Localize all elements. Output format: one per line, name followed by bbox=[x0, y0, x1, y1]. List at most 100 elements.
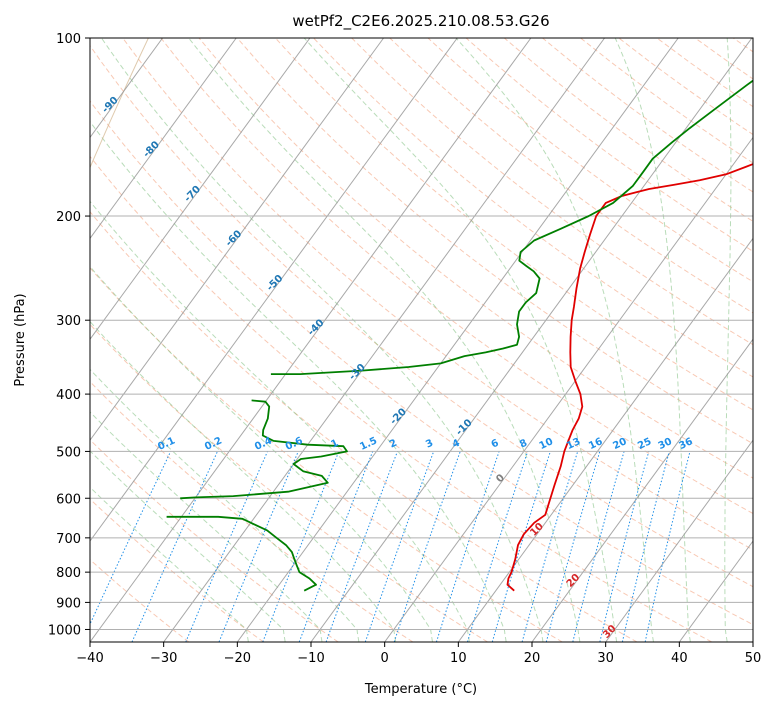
mixing-ratio-line bbox=[298, 451, 374, 642]
isotherm bbox=[163, 38, 605, 642]
isotherm bbox=[90, 38, 237, 240]
moist-adiabat bbox=[90, 368, 360, 642]
x-tick-label: −10 bbox=[297, 651, 324, 666]
mixing-ratio-label: 30 bbox=[657, 436, 674, 452]
moist-adiabat bbox=[90, 265, 434, 642]
mixing-ratio-line bbox=[218, 451, 299, 642]
mixing-ratio-label: 10 bbox=[538, 436, 555, 452]
dry-adiabat bbox=[90, 559, 190, 642]
x-tick-label: 10 bbox=[450, 651, 467, 666]
mixing-ratio-line bbox=[572, 451, 625, 642]
mixing-ratio-line bbox=[521, 451, 579, 642]
dry-adiabat bbox=[656, 38, 753, 108]
y-tick-label: 100 bbox=[56, 32, 81, 47]
dry-adiabat bbox=[427, 38, 753, 283]
x-tick-label: −40 bbox=[76, 651, 103, 666]
moist-adiabat bbox=[90, 411, 323, 642]
dry-adiabat bbox=[618, 38, 753, 136]
mixing-ratio-line bbox=[545, 451, 601, 642]
mixing-ratio-line bbox=[262, 451, 340, 642]
moist-adiabat bbox=[90, 200, 470, 642]
mixing-ratio-line bbox=[644, 451, 691, 642]
isotherm-label: 20 bbox=[565, 572, 583, 590]
mixing-ratio-label: 1 bbox=[329, 438, 340, 451]
dry-adiabat bbox=[542, 38, 753, 193]
isotherm bbox=[90, 38, 458, 542]
moist-adiabat bbox=[614, 38, 691, 642]
isotherm-label: -90 bbox=[100, 95, 121, 116]
mixing-ratio-label: 36 bbox=[677, 436, 694, 452]
profile-series bbox=[166, 79, 753, 592]
dry-adiabat bbox=[90, 100, 753, 626]
isotherm-label: 0 bbox=[494, 472, 507, 485]
dry-adiabat bbox=[90, 155, 712, 642]
y-tick-label: 200 bbox=[56, 210, 81, 225]
y-tick-label: 1000 bbox=[48, 623, 81, 638]
mixing-ratio-line bbox=[131, 451, 218, 642]
isotherm bbox=[236, 38, 679, 642]
dry-adiabat bbox=[465, 38, 753, 252]
isotherm bbox=[531, 338, 753, 642]
x-tick-label: 20 bbox=[524, 651, 541, 666]
x-tick-label: 0 bbox=[381, 651, 389, 666]
y-tick-label: 400 bbox=[56, 388, 81, 403]
dry-adiabat bbox=[503, 38, 753, 222]
isotherm-label: -10 bbox=[454, 417, 475, 438]
dry-adiabat bbox=[198, 38, 753, 479]
dry-adiabat bbox=[351, 38, 753, 346]
isotherm bbox=[752, 641, 753, 642]
mixing-ratio-line bbox=[325, 451, 398, 642]
mixing-ratio-label: 6 bbox=[490, 438, 501, 451]
isotherm bbox=[678, 540, 753, 642]
mixing-ratio-line bbox=[185, 451, 268, 642]
y-tick-label: 300 bbox=[56, 314, 81, 329]
isotherm-label: -20 bbox=[388, 407, 409, 428]
dewpoint-line bbox=[180, 399, 348, 500]
mixing-ratio-line bbox=[491, 451, 551, 642]
temperature-line bbox=[506, 163, 753, 592]
mixing-ratio-line bbox=[435, 451, 500, 642]
isotherm bbox=[457, 237, 753, 642]
x-tick-label: 50 bbox=[745, 651, 762, 666]
x-tick-label: −30 bbox=[150, 651, 177, 666]
dry-adiabat bbox=[771, 38, 775, 642]
moist-adiabat bbox=[90, 486, 249, 642]
isotherm bbox=[90, 38, 532, 642]
mixing-ratio-label: 0.6 bbox=[284, 435, 305, 452]
y-axis-label: Pressure (hPa) bbox=[13, 293, 28, 386]
isotherm bbox=[384, 136, 753, 642]
isotherm-label: 10 bbox=[528, 521, 546, 539]
moist-adiabat bbox=[90, 450, 286, 642]
y-tick-label: 500 bbox=[56, 445, 81, 460]
dry-adiabat bbox=[90, 44, 753, 588]
grid bbox=[90, 38, 753, 642]
mixing-ratio-label: 0.4 bbox=[253, 435, 274, 452]
mixing-ratio-line bbox=[467, 451, 529, 642]
isotherm-label: -60 bbox=[224, 228, 245, 249]
moist-adiabat bbox=[90, 120, 507, 642]
background-lines bbox=[90, 38, 775, 642]
mixing-ratio-line bbox=[90, 451, 172, 626]
plot-frame bbox=[89, 37, 754, 643]
axes: −40 −30 −20 −10 0 10 20 30 40 5010020030040050060… bbox=[48, 32, 761, 666]
dry-adiabat bbox=[122, 38, 753, 551]
dry-adiabat bbox=[90, 267, 563, 642]
mixing-ratio-line bbox=[621, 451, 670, 642]
x-axis-label: Temperature (°C) bbox=[364, 682, 477, 697]
dry-adiabat bbox=[732, 38, 753, 53]
mixing-ratio-label: 13 bbox=[565, 436, 582, 452]
y-tick-label: 700 bbox=[56, 532, 81, 547]
dry-adiabat bbox=[275, 38, 753, 411]
moist-adiabat bbox=[101, 38, 544, 642]
isotherm bbox=[605, 439, 753, 642]
x-tick-label: 30 bbox=[597, 651, 614, 666]
y-tick-label: 800 bbox=[56, 566, 81, 581]
x-tick-label: 40 bbox=[671, 651, 688, 666]
dry-adiabat bbox=[90, 439, 339, 642]
dry-adiabat bbox=[313, 38, 753, 378]
y-tick-label: 900 bbox=[56, 596, 81, 611]
dewpoint-line bbox=[270, 79, 753, 375]
mixing-ratio-label: 8 bbox=[518, 438, 529, 451]
moist-adiabat bbox=[455, 38, 654, 642]
